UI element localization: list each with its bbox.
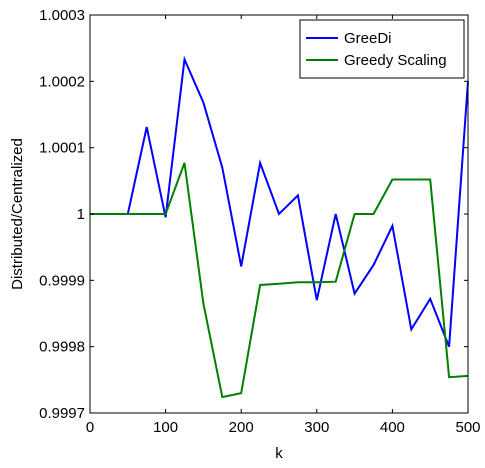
x-tick-label: 400 — [380, 419, 405, 436]
y-tick-label: 0.9998 — [39, 339, 85, 356]
x-tick-label: 300 — [304, 419, 329, 436]
y-tick-label: 1.0001 — [39, 140, 85, 157]
x-tick-label: 200 — [229, 419, 254, 436]
y-tick-label: 0.9999 — [39, 272, 85, 289]
legend-label-1: Greedy Scaling — [344, 52, 447, 69]
y-tick-label: 0.9997 — [39, 405, 85, 422]
legend: GreeDi Greedy Scaling — [299, 19, 465, 79]
legend-label-0: GreeDi — [344, 30, 392, 47]
x-axis-ticks: 0 100 200 300 400 500 — [86, 15, 481, 436]
series-line-0 — [90, 55, 469, 348]
legend-box — [299, 19, 465, 79]
y-tick-label: 1.0003 — [39, 7, 85, 24]
y-tick-label: 1.0002 — [39, 73, 85, 90]
x-tick-label: 500 — [455, 419, 480, 436]
series-layer — [90, 55, 469, 399]
y-axis-ticks: 0.9997 0.9998 0.9999 1 1.0001 1.0002 1.0003 — [39, 7, 468, 422]
x-tick-label: 100 — [153, 419, 178, 436]
x-axis-label: k — [275, 445, 283, 462]
y-axis-label: Distributed/Centralized — [9, 138, 26, 290]
y-tick-label: 1 — [77, 206, 85, 223]
x-tick-label: 0 — [86, 419, 94, 436]
series-line-1 — [90, 162, 469, 399]
